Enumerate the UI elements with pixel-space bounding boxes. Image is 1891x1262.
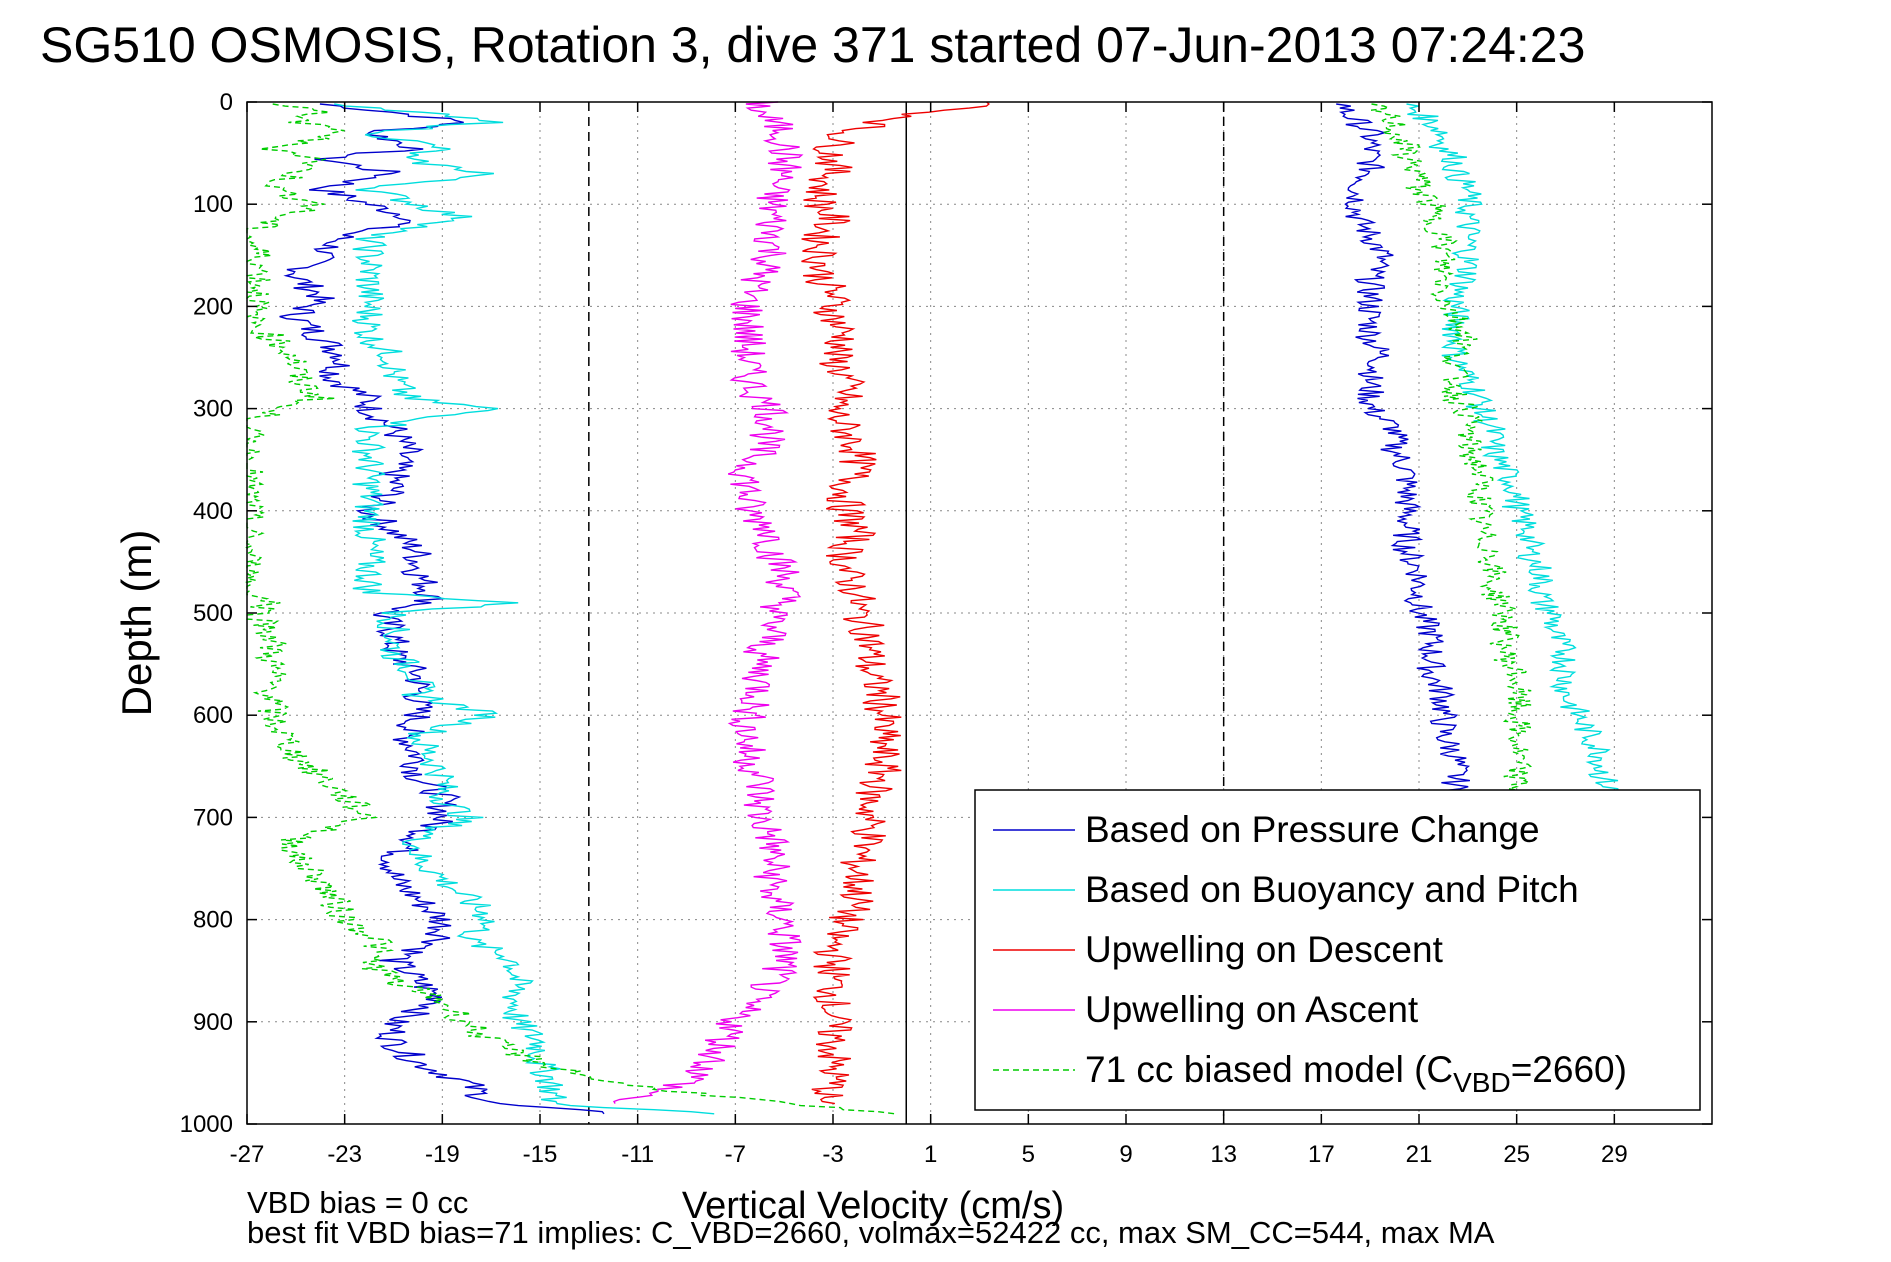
- y-axis: 0 100 200 300 400 500 600 700 800 900 1000: [180, 89, 1712, 1138]
- y-tick-label: 800: [193, 907, 233, 934]
- y-tick-label: 500: [193, 600, 233, 627]
- y-tick-label: 100: [193, 191, 233, 218]
- legend: Based on Pressure Change Based on Buoyanc…: [974, 789, 1701, 1111]
- x-tick-label: -27: [230, 1141, 265, 1168]
- y-tick-label: 1000: [180, 1111, 233, 1138]
- series-line-upwelling-on-descent: [801, 101, 990, 1105]
- x-tick-label: 17: [1308, 1141, 1335, 1168]
- x-tick-label: -7: [725, 1141, 746, 1168]
- series-line-based-on-buoyancy-and-pitch-descent: [334, 103, 715, 1115]
- y-tick-label: 700: [193, 804, 233, 831]
- x-tick-label: 9: [1119, 1141, 1132, 1168]
- legend-label: Upwelling on Descent: [1085, 929, 1444, 970]
- series-line-based-on-buoyancy-and-pitch-ascent: [1406, 103, 1627, 839]
- y-tick-label: 0: [220, 89, 233, 116]
- x-axis-label: Vertical Velocity (cm/s): [682, 1185, 1064, 1227]
- y-tick-label: 300: [193, 396, 233, 423]
- x-tick-label: -15: [523, 1141, 558, 1168]
- series-line-based-on-pressure-change-ascent: [1336, 103, 1480, 839]
- legend-label: Upwelling on Ascent: [1085, 989, 1419, 1030]
- x-tick-label: 13: [1210, 1141, 1237, 1168]
- x-tick-label: 21: [1406, 1141, 1433, 1168]
- legend-box: [974, 789, 1701, 1111]
- y-tick-label: 400: [193, 498, 233, 525]
- series-line-based-on-pressure-change-descent: [279, 103, 605, 1115]
- reference-lines: [588, 102, 1225, 1124]
- x-tick-label: -19: [425, 1141, 460, 1168]
- x-tick-label: 1: [924, 1141, 937, 1168]
- legend-label: 71 cc biased model (CVBD=2660): [1085, 1049, 1627, 1098]
- y-tick-label: 200: [193, 293, 233, 320]
- legend-label: Based on Buoyancy and Pitch: [1085, 869, 1579, 910]
- x-tick-label: 5: [1022, 1141, 1035, 1168]
- series-line-upwelling-on-ascent: [613, 101, 804, 1104]
- x-tick-label: 29: [1601, 1141, 1628, 1168]
- y-tick-label: 600: [193, 702, 233, 729]
- series-layer: [244, 101, 1627, 1115]
- x-tick-label: -23: [327, 1141, 362, 1168]
- annotation-best-fit: best fit VBD bias=71 implies: C_VBD=2660…: [247, 1215, 1495, 1250]
- y-tick-label: 900: [193, 1009, 233, 1036]
- x-tick-label: -11: [621, 1141, 654, 1168]
- y-axis-label: Depth (m): [113, 530, 160, 717]
- chart-title: SG510 OSMOSIS, Rotation 3, dive 371 star…: [40, 17, 1585, 73]
- x-axis: -27 -23 -19 -15 -11 -7 -3 1 5 9 13 17 21 25 29: [230, 102, 1628, 1168]
- annotation-vbd-bias: VBD bias = 0 cc: [247, 1185, 468, 1220]
- series-line-71-cc-biased-model-c-vbd-2660--ascent: [1370, 103, 1533, 839]
- legend-label: Based on Pressure Change: [1085, 809, 1540, 850]
- series-line-71-cc-biased-model-c-vbd-2660--descent: [244, 103, 895, 1115]
- x-tick-label: -3: [822, 1141, 843, 1168]
- x-tick-label: 25: [1503, 1141, 1530, 1168]
